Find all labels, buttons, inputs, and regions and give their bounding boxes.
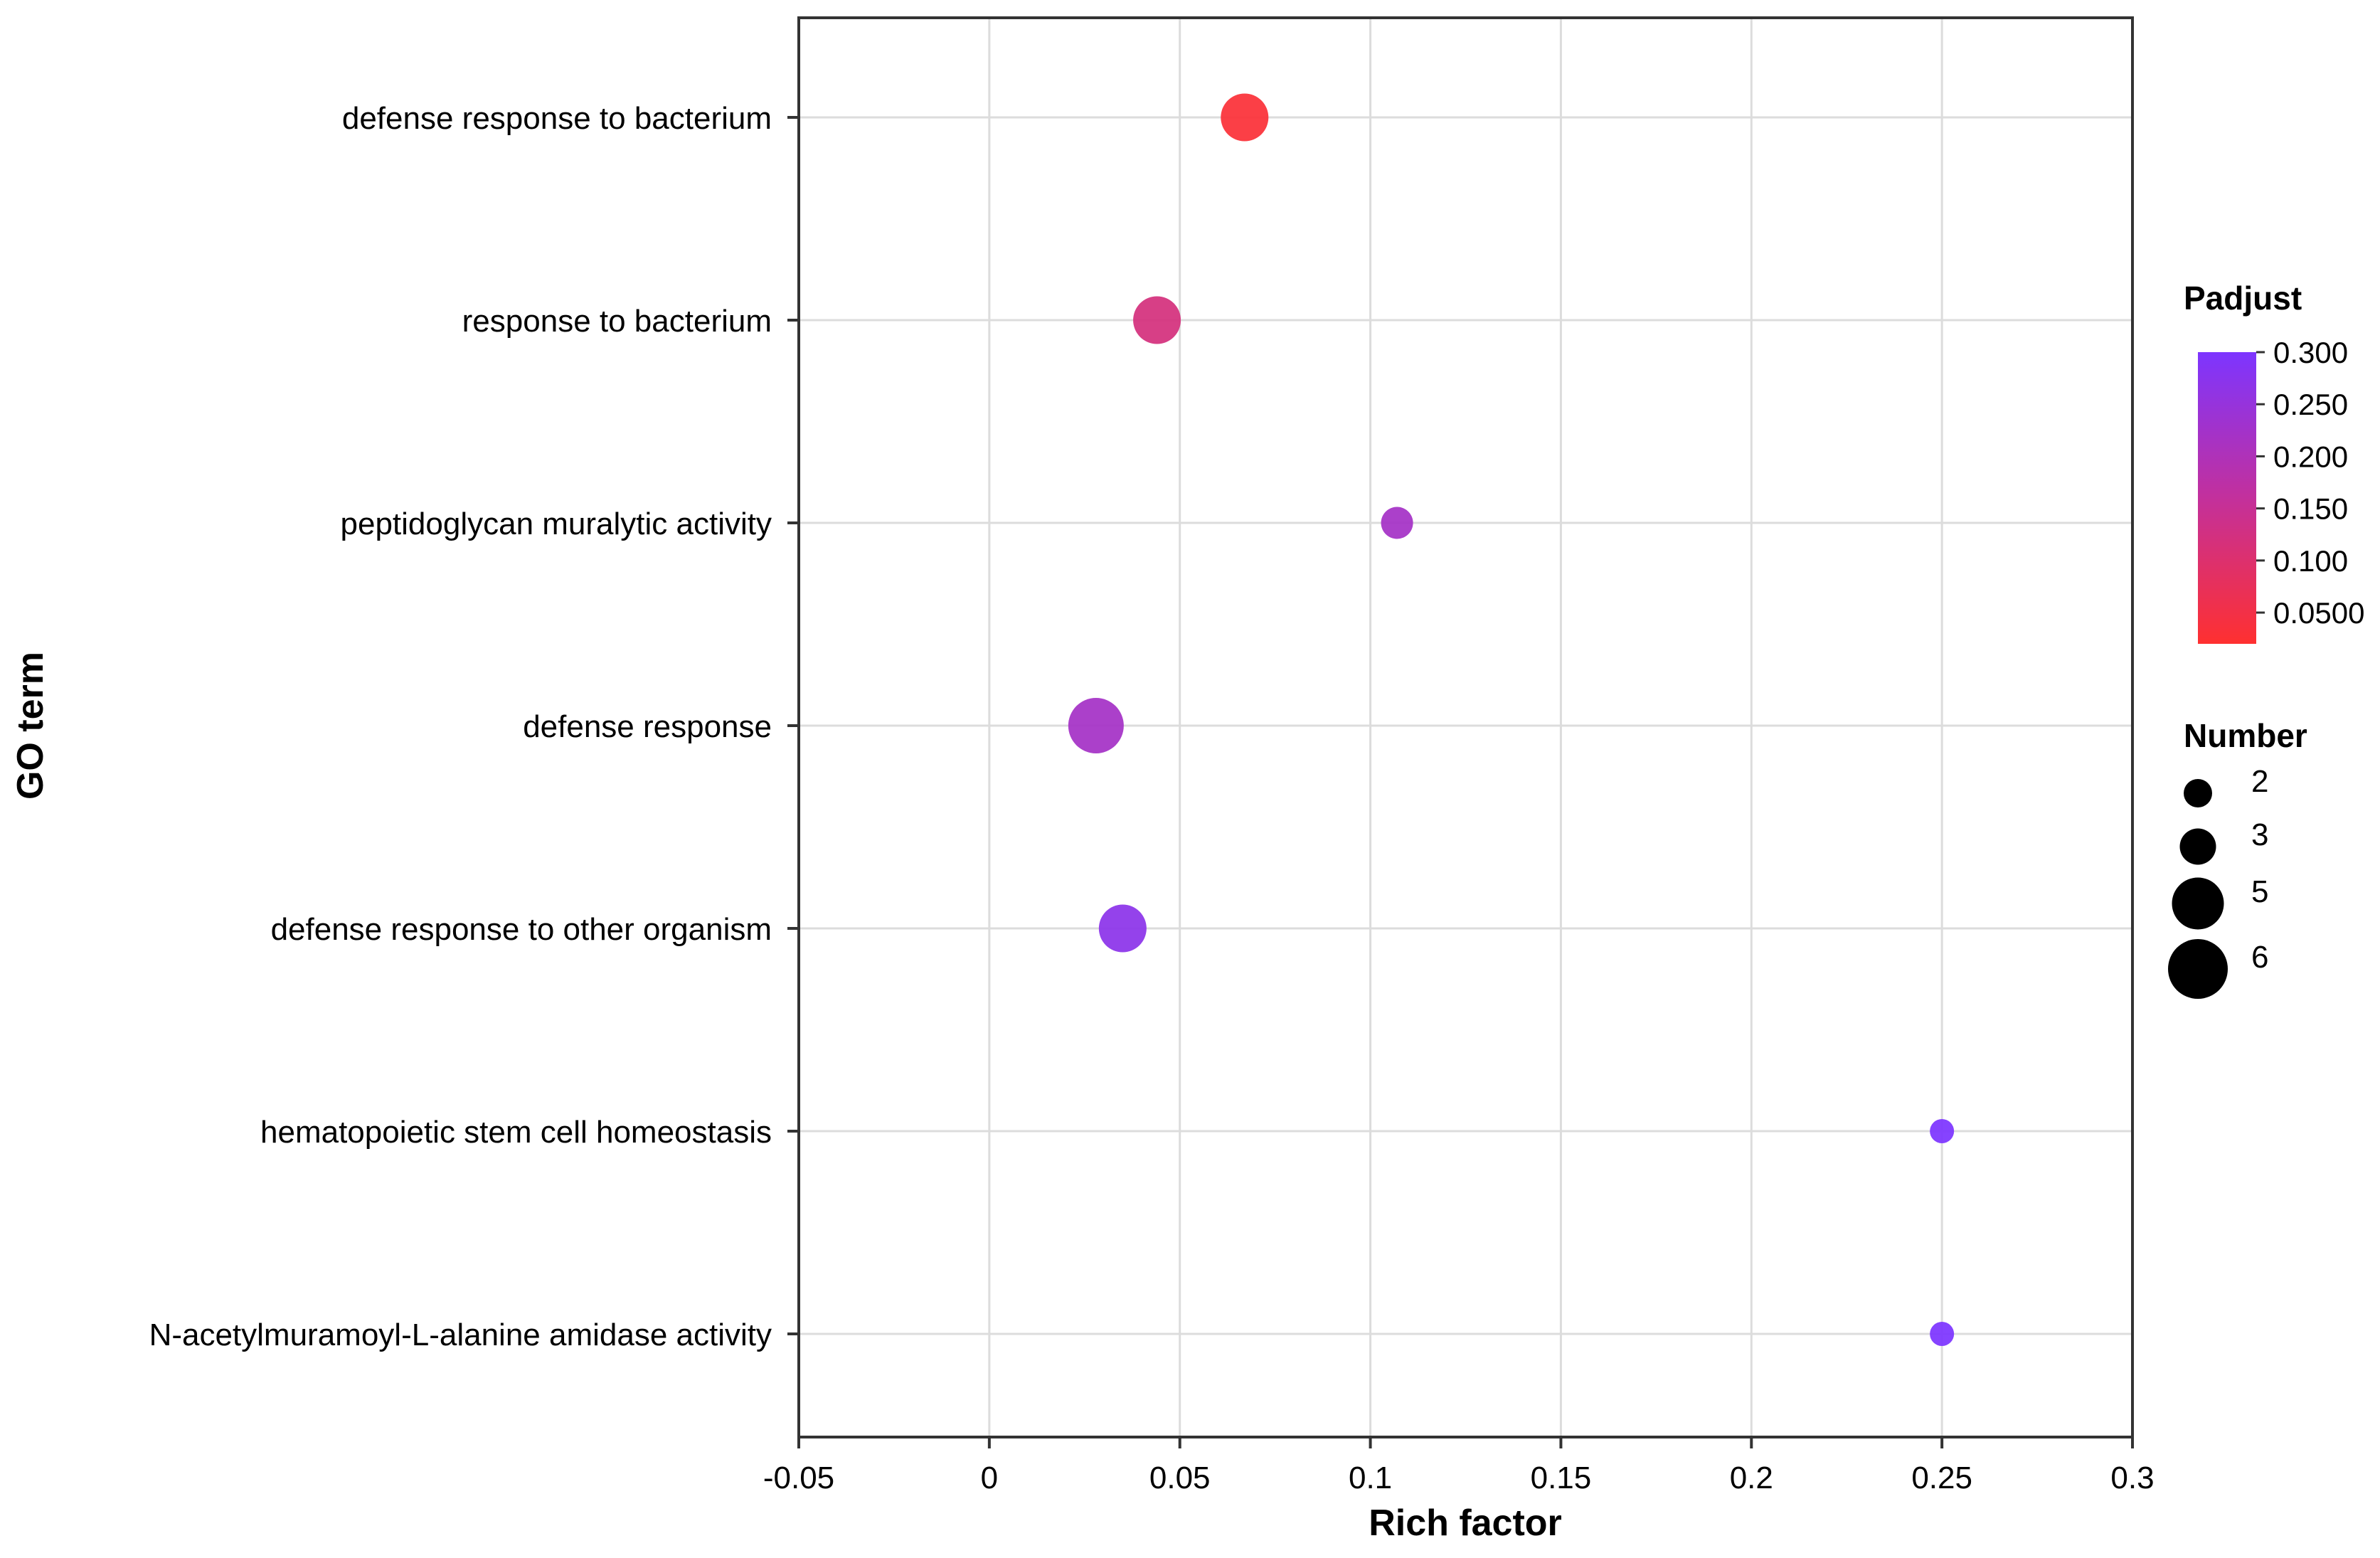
y-axis: defense response to bacterium response to…: [149, 101, 799, 1352]
plot-frame: [797, 16, 2134, 1438]
grid-lines: [797, 18, 2134, 1437]
padjust-tick-label: 0.0500: [2273, 596, 2364, 630]
y-category-label: peptidoglycan muralytic activity: [341, 507, 772, 541]
padjust-tick-label: 0.200: [2273, 440, 2348, 473]
data-point: [1930, 1322, 1955, 1346]
padjust-tick-label: 0.300: [2273, 336, 2348, 369]
number-legend-symbol: [2168, 939, 2228, 999]
number-legend-symbol: [2184, 779, 2212, 807]
x-tick-label: 0: [981, 1461, 998, 1495]
x-tick-label: 0.15: [1531, 1461, 1592, 1495]
number-legend-symbol: [2172, 877, 2224, 930]
data-point: [1098, 904, 1147, 953]
x-tick-label: 0.1: [1349, 1461, 1392, 1495]
data-point: [1930, 1119, 1955, 1143]
padjust-legend: Padjust 0.300 0.250 0.200 0.150 0.100 0.0500: [2184, 280, 2364, 644]
padjust-legend-title: Padjust: [2184, 280, 2302, 317]
padjust-color-bar: [2198, 352, 2256, 644]
data-point: [1221, 93, 1269, 142]
y-category-label: hematopoietic stem cell homeostasis: [260, 1115, 772, 1150]
number-legend-symbol: [2179, 828, 2216, 865]
data-point: [1133, 296, 1181, 344]
number-legend-label: 6: [2251, 940, 2268, 975]
padjust-tick-labels: 0.300 0.250 0.200 0.150 0.100 0.0500: [2256, 336, 2364, 630]
number-legend-label: 2: [2251, 764, 2268, 799]
y-category-label: defense response to other organism: [271, 912, 772, 947]
y-category-label: defense response to bacterium: [342, 101, 772, 136]
padjust-tick-label: 0.100: [2273, 544, 2348, 578]
number-legend: Number 2 3 5 6: [2168, 717, 2307, 999]
padjust-tick-label: 0.250: [2273, 388, 2348, 421]
x-tick-label: 0.2: [1730, 1461, 1773, 1495]
y-category-label: defense response: [523, 709, 772, 744]
number-legend-label: 3: [2251, 817, 2268, 852]
y-axis-title: GO term: [10, 652, 51, 800]
x-tick-label: -0.05: [763, 1461, 834, 1495]
number-legend-label: 5: [2251, 874, 2268, 909]
x-tick-label: 0.05: [1149, 1461, 1211, 1495]
data-point: [1381, 507, 1413, 539]
data-points: [1068, 93, 1955, 1346]
y-category-label: N-acetylmuramoyl-L-alanine amidase activ…: [149, 1318, 772, 1352]
number-legend-items: 2 3 5 6: [2168, 764, 2268, 999]
number-legend-title: Number: [2184, 717, 2307, 754]
y-category-label: response to bacterium: [462, 304, 772, 339]
x-axis: -0.05 0 0.05 0.1 0.15 0.2 0.25 0.3: [763, 1437, 2155, 1495]
data-point: [1068, 698, 1124, 753]
x-tick-label: 0.3: [2110, 1461, 2154, 1495]
x-axis-title: Rich factor: [1369, 1503, 1562, 1544]
x-tick-label: 0.25: [1911, 1461, 1972, 1495]
padjust-tick-label: 0.150: [2273, 492, 2348, 526]
